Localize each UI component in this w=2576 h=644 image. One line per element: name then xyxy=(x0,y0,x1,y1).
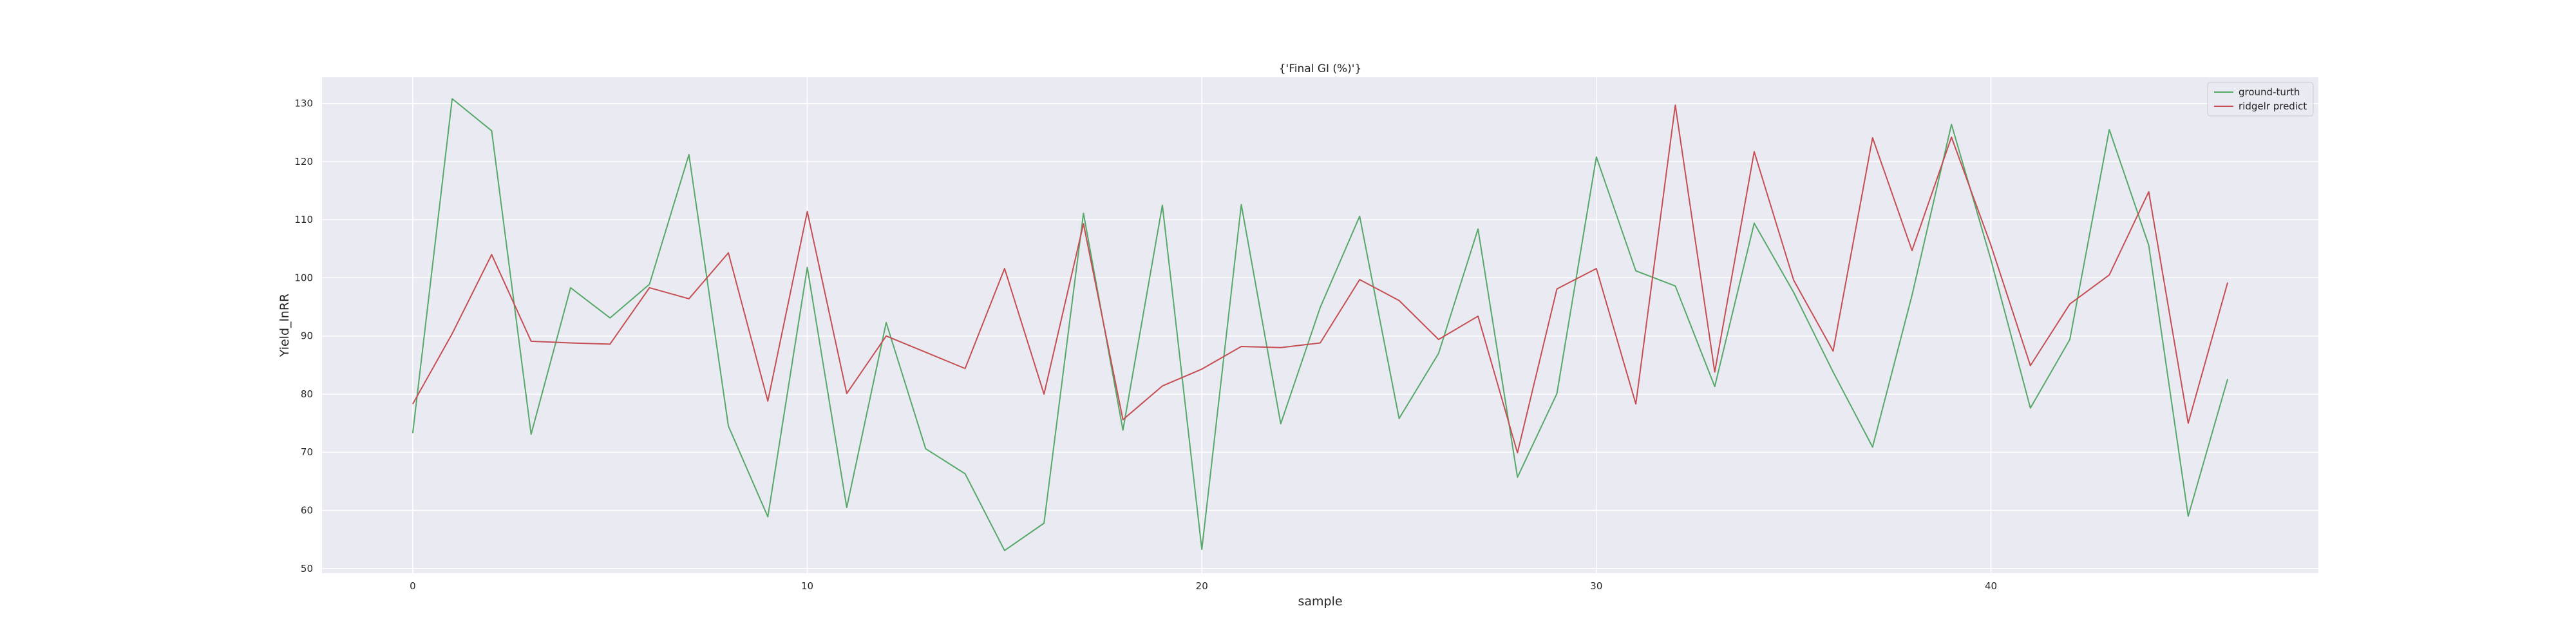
legend-box xyxy=(2207,82,2314,117)
y-tick-label: 100 xyxy=(294,272,313,283)
series-layer xyxy=(412,98,2229,551)
x-tick-label: 0 xyxy=(410,580,416,592)
series-line-ridgelr-predict xyxy=(412,104,2229,454)
x-tick-label: 40 xyxy=(1985,580,1997,592)
grid xyxy=(322,77,2318,573)
y-tick-label: 80 xyxy=(301,388,313,400)
x-tick-label: 10 xyxy=(801,580,813,592)
x-tick-label: 30 xyxy=(1590,580,1602,592)
tick-labels: 0 10 20 30 40 50 60 70 80 90 100 110 120 130 xyxy=(294,98,1997,592)
y-tick-label: 90 xyxy=(301,330,313,342)
y-tick-label: 70 xyxy=(301,446,313,458)
x-axis-label: sample xyxy=(1298,594,1342,609)
x-tick-label: 20 xyxy=(1196,580,1208,592)
legend-label: ground-turth xyxy=(2239,86,2300,98)
y-axis-label: Yield_lnRR xyxy=(278,294,292,357)
plot-area xyxy=(322,77,2318,573)
y-tick-label: 120 xyxy=(294,156,313,167)
series-line-ground-turth xyxy=(412,98,2229,551)
chart-title: {'Final GI (%)'} xyxy=(1279,62,1362,75)
legend-label: ridgelr predict xyxy=(2239,100,2307,112)
y-tick-label: 110 xyxy=(294,214,313,225)
legend: ground-turth ridgelr predict xyxy=(2207,82,2314,117)
y-tick-label: 50 xyxy=(301,563,313,574)
y-tick-label: 130 xyxy=(294,98,313,109)
y-tick-label: 60 xyxy=(301,505,313,516)
